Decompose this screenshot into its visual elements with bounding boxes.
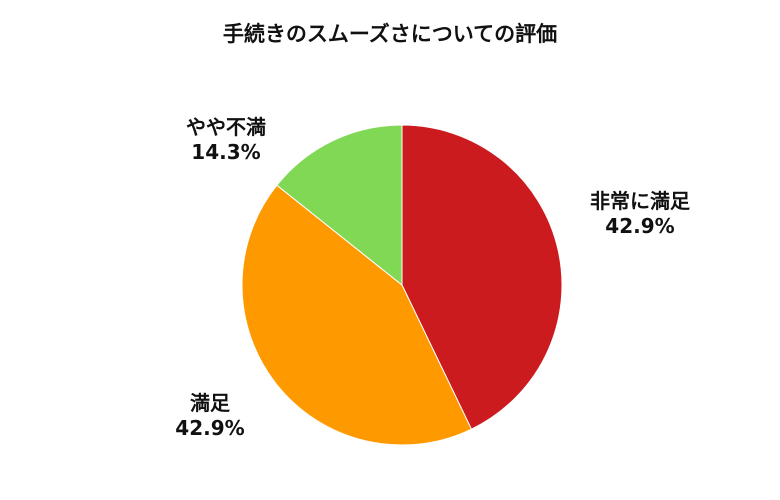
slice-name-1: 満足 <box>189 391 230 415</box>
slice-name-2: やや不満 <box>186 115 266 139</box>
slice-value-1: 42.9% <box>175 416 245 440</box>
slice-value-2: 14.3% <box>191 140 261 164</box>
slice-label-2: やや不満 14.3% <box>186 115 266 165</box>
slice-value-0: 42.9% <box>605 214 675 238</box>
slice-name-0: 非常に満足 <box>590 189 690 213</box>
slice-label-0: 非常に満足 42.9% <box>590 189 690 239</box>
pie-slice-2 <box>276 124 403 287</box>
slice-label-1: 満足 42.9% <box>175 391 244 441</box>
pie-slice-1 <box>241 184 473 446</box>
chart-title: 手続きのスムーズさについての評価 <box>222 22 558 46</box>
pie-slice-0 <box>401 124 563 430</box>
